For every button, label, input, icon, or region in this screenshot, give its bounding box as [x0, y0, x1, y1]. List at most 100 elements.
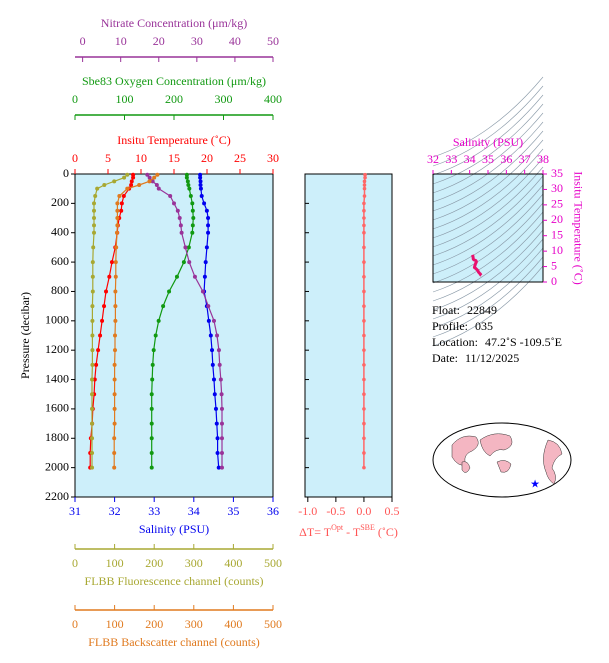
profile-point	[183, 245, 188, 250]
x-tick-label: 20	[153, 34, 165, 48]
profile-point	[206, 304, 211, 309]
profile-point	[90, 289, 95, 294]
plot-area	[304, 173, 393, 498]
profile-point	[155, 172, 160, 177]
profile-point	[153, 333, 158, 338]
profile-point	[206, 230, 211, 235]
density-contour	[432, 94, 544, 176]
profile-point	[210, 348, 215, 353]
profile-point	[90, 362, 95, 367]
delta-point	[362, 289, 366, 294]
profile-point	[219, 436, 224, 441]
profile-point	[145, 172, 150, 177]
delta-point	[362, 208, 366, 213]
profile-point	[184, 172, 189, 177]
profile-point	[203, 260, 208, 265]
info-line: Float: 22849	[432, 303, 497, 317]
profile-point	[177, 216, 182, 221]
x-axis-title: ΔT= TOpt - TSBE (˚C)	[299, 523, 398, 538]
profile-point	[137, 183, 142, 188]
x-tick-label: 40	[229, 34, 241, 48]
y-tick-label: 15	[551, 227, 563, 241]
density-contour	[432, 166, 544, 248]
profile-point	[154, 183, 159, 188]
y-tick-label: 0	[551, 274, 557, 288]
svg-text:★: ★	[530, 479, 540, 491]
profile-point	[198, 186, 203, 191]
profile-point	[94, 362, 99, 367]
profile-point	[112, 421, 117, 426]
profile-point	[112, 392, 117, 397]
profile-point	[149, 392, 154, 397]
x-axis-title-part: SBE	[360, 523, 375, 532]
profile-point	[91, 245, 96, 250]
profile-point	[90, 392, 95, 397]
x-tick-label: 400	[224, 556, 242, 570]
x-tick-label: 0	[72, 556, 78, 570]
profile-point	[179, 230, 184, 235]
delta-point	[362, 201, 366, 206]
x-tick-label: 10	[135, 151, 147, 165]
profile-point	[181, 260, 186, 265]
profile-point	[186, 183, 191, 188]
density-contour	[432, 265, 544, 347]
delta-point	[362, 179, 367, 184]
profile-point	[147, 179, 152, 184]
profile-point	[125, 172, 130, 177]
x-tick-label: 300	[215, 92, 233, 106]
profile-point	[211, 318, 216, 323]
x-tick-label: 30	[267, 151, 279, 165]
profile-point	[167, 289, 172, 294]
y-tick-label: 1400	[45, 371, 69, 385]
x-tick-label: 36	[500, 152, 512, 166]
delta-point	[363, 175, 367, 180]
delta-point	[362, 186, 367, 191]
profile-point	[90, 304, 95, 309]
profile-point	[186, 245, 191, 250]
delta-point	[362, 436, 366, 441]
y-tick-label: 10	[551, 243, 563, 257]
x-tick-label: 35	[482, 152, 494, 166]
y-tick-label: 30	[551, 181, 563, 195]
profile-point	[188, 194, 193, 199]
delta-point	[362, 465, 366, 470]
density-contour	[432, 238, 544, 320]
profile-point	[202, 274, 207, 279]
x-axis-title-part: - T	[343, 525, 361, 539]
profile-point	[113, 318, 118, 323]
density-contour	[432, 211, 544, 293]
profile-point	[90, 260, 95, 265]
profile-point	[113, 289, 118, 294]
profile-point	[115, 223, 120, 228]
profile-point	[149, 406, 154, 411]
y-tick-label: 5	[551, 258, 557, 272]
x-tick-label: 100	[116, 92, 134, 106]
x-tick-label: 200	[165, 92, 183, 106]
profile-point	[129, 179, 134, 184]
y-tick-label: 1800	[45, 430, 69, 444]
profile-point	[149, 421, 154, 426]
delta-point	[362, 421, 366, 426]
profile-point	[113, 274, 118, 279]
x-axis-title-part: Opt	[331, 523, 344, 532]
profile-point	[90, 421, 95, 426]
profile-point	[149, 436, 154, 441]
x-tick-label: 25	[234, 151, 246, 165]
density-contour	[432, 175, 544, 257]
y-tick-label: 2000	[45, 459, 69, 473]
x-tick-label: 400	[224, 617, 242, 631]
profile-point	[198, 172, 203, 177]
density-contour	[432, 247, 544, 329]
x-tick-label: 50	[267, 34, 279, 48]
profile-point	[219, 421, 224, 426]
info-label: Float:	[432, 303, 460, 317]
profile-point	[113, 304, 118, 309]
profile-point	[95, 186, 100, 191]
profile-point	[184, 175, 189, 180]
profile-point	[219, 406, 224, 411]
x-tick-label: 38	[537, 152, 549, 166]
x-tick-label: 33	[148, 504, 160, 518]
info-value: 22849	[467, 303, 497, 317]
density-contour	[432, 184, 544, 266]
delta-point	[362, 194, 367, 198]
